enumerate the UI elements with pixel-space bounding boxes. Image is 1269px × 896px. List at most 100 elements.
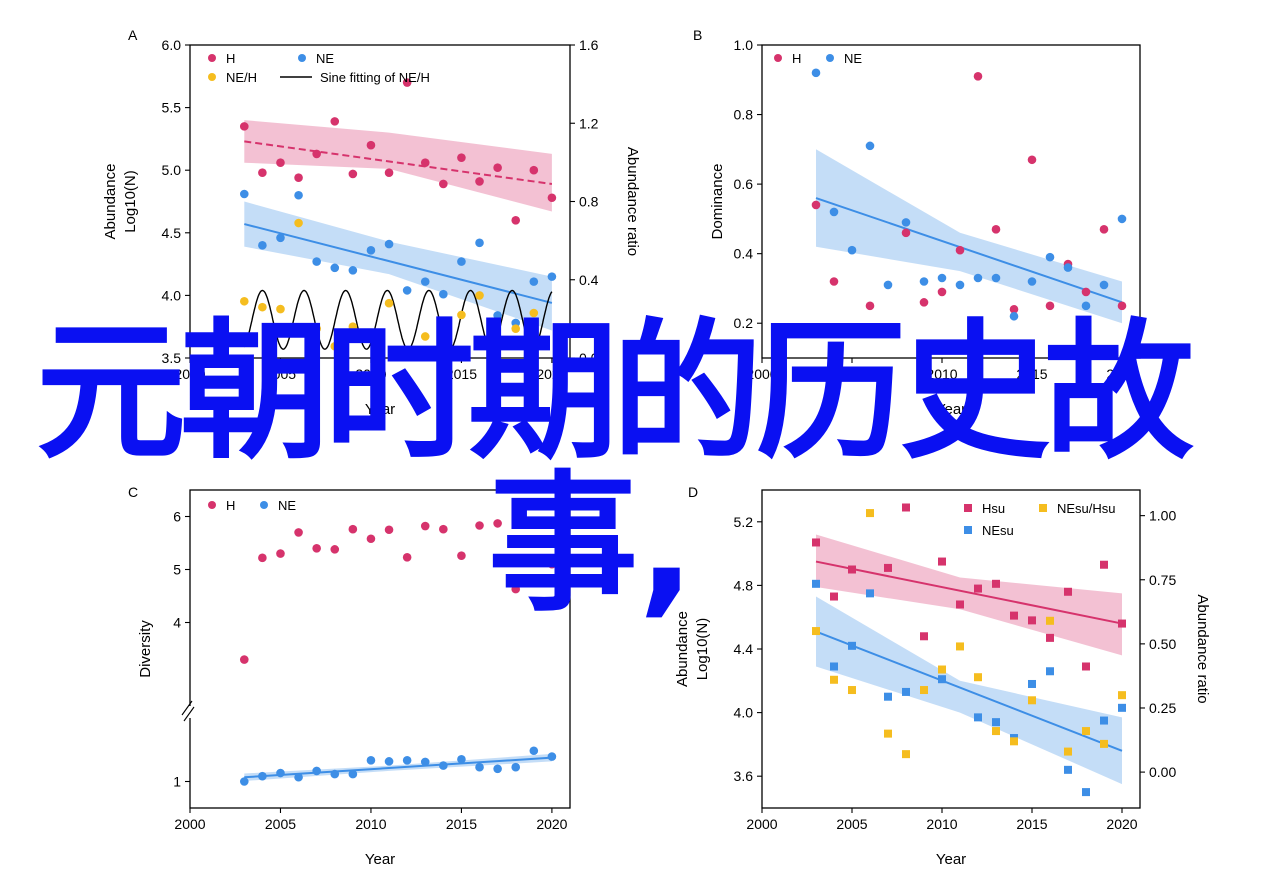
panel-b-ytick-label: 0.6 — [734, 176, 754, 192]
panel-d-point — [884, 729, 892, 738]
panel-a-sine-curve — [243, 289, 553, 350]
panel-a-point — [348, 169, 358, 179]
panel-d-point — [1010, 737, 1018, 746]
panel-b-point — [1081, 301, 1091, 311]
panel-a-point — [239, 122, 249, 131]
panel-d-point — [992, 718, 1000, 727]
panel-b-frame — [761, 44, 1141, 359]
panel-c-point — [475, 521, 484, 530]
panel-c-legend-marker — [260, 501, 268, 509]
panel-b-ytick-label: 1.0 — [734, 37, 754, 53]
panel-b-point — [811, 68, 821, 78]
panel-d-point — [902, 750, 910, 759]
panel-a-point — [457, 153, 466, 162]
panel-a-point — [312, 257, 321, 266]
panel-a-point — [239, 189, 249, 199]
panel-a-point — [348, 322, 358, 332]
panel-d-point — [938, 665, 946, 674]
panel-a-point — [348, 266, 358, 275]
panel-c-axis-break-mark — [183, 706, 195, 722]
panel-c-frame — [189, 489, 571, 809]
panel-b-point — [1045, 252, 1055, 262]
panel-a-point — [366, 328, 376, 337]
panel-b-point — [955, 280, 965, 290]
panel-d-point — [1082, 727, 1090, 736]
panel-b-legend-marker — [774, 54, 782, 62]
panel-c-point — [348, 769, 358, 779]
panel-d-point — [956, 600, 964, 609]
panel-a-point — [402, 78, 412, 87]
panel-a-ytick-label: 4.5 — [162, 225, 182, 241]
panel-d-point — [974, 584, 982, 593]
panel-d-ytick-label: 4.4 — [734, 641, 754, 657]
panel-d-ytick-right-label: 1.00 — [1149, 508, 1176, 524]
panel-d-ytick-right-label: 0.75 — [1149, 572, 1176, 588]
panel-a-point — [276, 158, 285, 167]
panel-a-ytick-label: 5.5 — [162, 100, 182, 116]
panel-b-ytick-label: 0.8 — [734, 107, 754, 123]
panel-a-xtick-label: 2015 — [446, 366, 477, 382]
panel-c-point — [384, 525, 394, 535]
panel-a-legend-label: NE/H — [226, 70, 257, 85]
panel-d-xtick-label: 2020 — [1106, 816, 1137, 832]
panel-c-point — [420, 521, 430, 531]
panel-d-fit-line-0 — [815, 560, 1123, 625]
panel-a-point — [493, 311, 502, 320]
panel-d-point — [920, 632, 928, 641]
panel-b-point — [1063, 263, 1073, 272]
panel-b-point — [847, 245, 857, 255]
panel-d-xtick-label: 2005 — [836, 816, 867, 832]
overlay-title-line2: 事, — [488, 458, 695, 632]
panel-a-point — [547, 272, 557, 281]
panel-a-point — [475, 291, 484, 300]
panel-d-ylabel-line1: Abundance — [674, 611, 691, 687]
panel-d-ytick-label: 4.0 — [734, 705, 754, 721]
panel-d-point — [1046, 633, 1054, 642]
panel-a-point — [420, 332, 430, 341]
panel-c-point — [493, 519, 502, 528]
panel-b-xtick-label: 2000 — [746, 366, 777, 382]
panel-a-xtick-label: 2020 — [536, 366, 567, 382]
panel-a-point — [420, 277, 430, 286]
panel-b-point — [811, 200, 821, 210]
panel-d-point — [848, 641, 856, 650]
panel-c-point — [312, 544, 321, 553]
panel-c-point — [475, 762, 484, 772]
panel-b-point — [1027, 277, 1037, 286]
panel-a-point — [402, 286, 412, 295]
panel-b-point — [973, 273, 983, 283]
panel-a-point — [312, 149, 321, 159]
panel-d-point — [812, 627, 820, 636]
panel-d-point — [1118, 703, 1126, 712]
panel-b-point — [919, 277, 929, 286]
panel-b-xtick-label: 2020 — [1106, 366, 1137, 382]
panel-c-point — [420, 757, 430, 767]
panel-a-ytick-right-label: 0.4 — [579, 272, 599, 288]
panel-a-ytick-label: 4.0 — [162, 287, 182, 303]
panel-c-point — [402, 756, 412, 765]
panel-c-xtick-label: 2020 — [536, 816, 567, 832]
panel-a-ylabel-line1: Abundance — [102, 164, 119, 240]
panel-d-point — [902, 503, 910, 512]
panel-c-point — [439, 761, 448, 770]
panel-c-point — [239, 777, 249, 786]
panel-c-point — [348, 524, 358, 534]
panel-a-point — [493, 340, 502, 349]
panel-d-point — [1064, 747, 1072, 756]
panel-d-xtick-label: 2000 — [746, 816, 777, 832]
panel-a-ytick-right-label: 0.8 — [579, 194, 599, 210]
panel-a-point — [330, 263, 340, 273]
panel-a-point — [276, 304, 285, 314]
panel-a-xtick-label: 2000 — [174, 366, 205, 382]
panel-a-band-0 — [244, 120, 552, 212]
panel-d-point — [884, 692, 892, 701]
panel-d-point — [812, 579, 820, 588]
panel-c-point — [330, 769, 340, 779]
panel-d-legend-marker — [1039, 504, 1047, 512]
panel-c-xtick-label: 2010 — [355, 816, 386, 832]
panel-c-point — [384, 757, 394, 766]
panel-d-legend-label: Hsu — [982, 501, 1005, 516]
panel-a-point — [384, 239, 394, 249]
panel-a-ytick-right-label: 0.0 — [579, 350, 599, 366]
